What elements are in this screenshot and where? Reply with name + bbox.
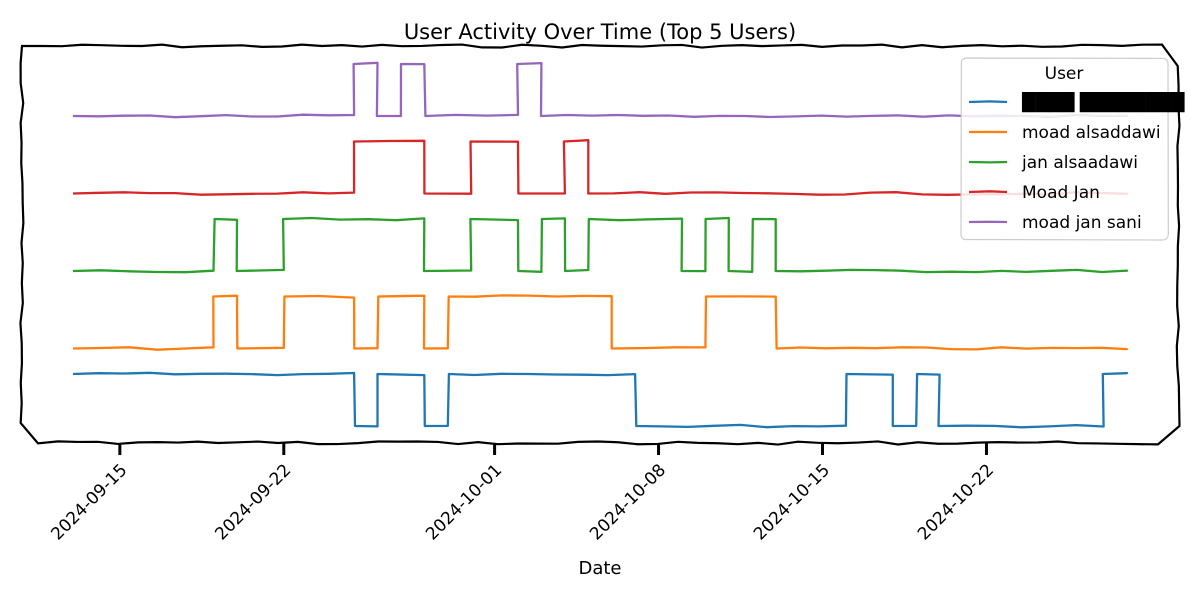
- legend-label-3: Moad Jan: [1022, 183, 1100, 203]
- series-line-1: [72, 294, 1129, 351]
- x-tick-label: 2024-10-22: [914, 460, 998, 544]
- x-tick-label: 2024-09-15: [47, 460, 131, 544]
- legend-label-1: moad alsaddawi: [1022, 123, 1161, 143]
- x-axis-label: Date: [578, 558, 621, 579]
- series-line-2: [72, 216, 1129, 274]
- series-line-3: [72, 139, 1129, 196]
- x-tick-label: 2024-10-08: [586, 460, 670, 544]
- legend-swatch-0: [968, 100, 1008, 104]
- x-tick-label: 2024-09-22: [211, 460, 295, 544]
- legend-title: User: [1045, 64, 1084, 84]
- legend-items: ████ ████████ moad alsaddawi jan alsaadawi…: [968, 92, 1185, 233]
- legend: User ████ ████████ moad alsaddawi jan alsa…: [960, 57, 1185, 241]
- legend-swatch-3: [968, 190, 1008, 194]
- series-line-4: [72, 61, 1129, 119]
- plot-frame: [19, 43, 1181, 446]
- legend-label-4: moad jan sani: [1022, 213, 1142, 233]
- x-axis: 2024-09-15 2024-09-22 2024-10-01 2024-10-08…: [47, 443, 998, 544]
- legend-box: [960, 57, 1169, 241]
- series-line-0: [72, 371, 1129, 429]
- legend-label-0: ████ ████████: [1021, 92, 1185, 113]
- legend-label-2: jan alsaadawi: [1021, 153, 1138, 173]
- series-group: [72, 61, 1129, 429]
- x-tick-label: 2024-10-15: [750, 460, 834, 544]
- x-tick-label: 2024-10-01: [422, 460, 506, 544]
- chart-title: User Activity Over Time (Top 5 Users): [404, 20, 796, 44]
